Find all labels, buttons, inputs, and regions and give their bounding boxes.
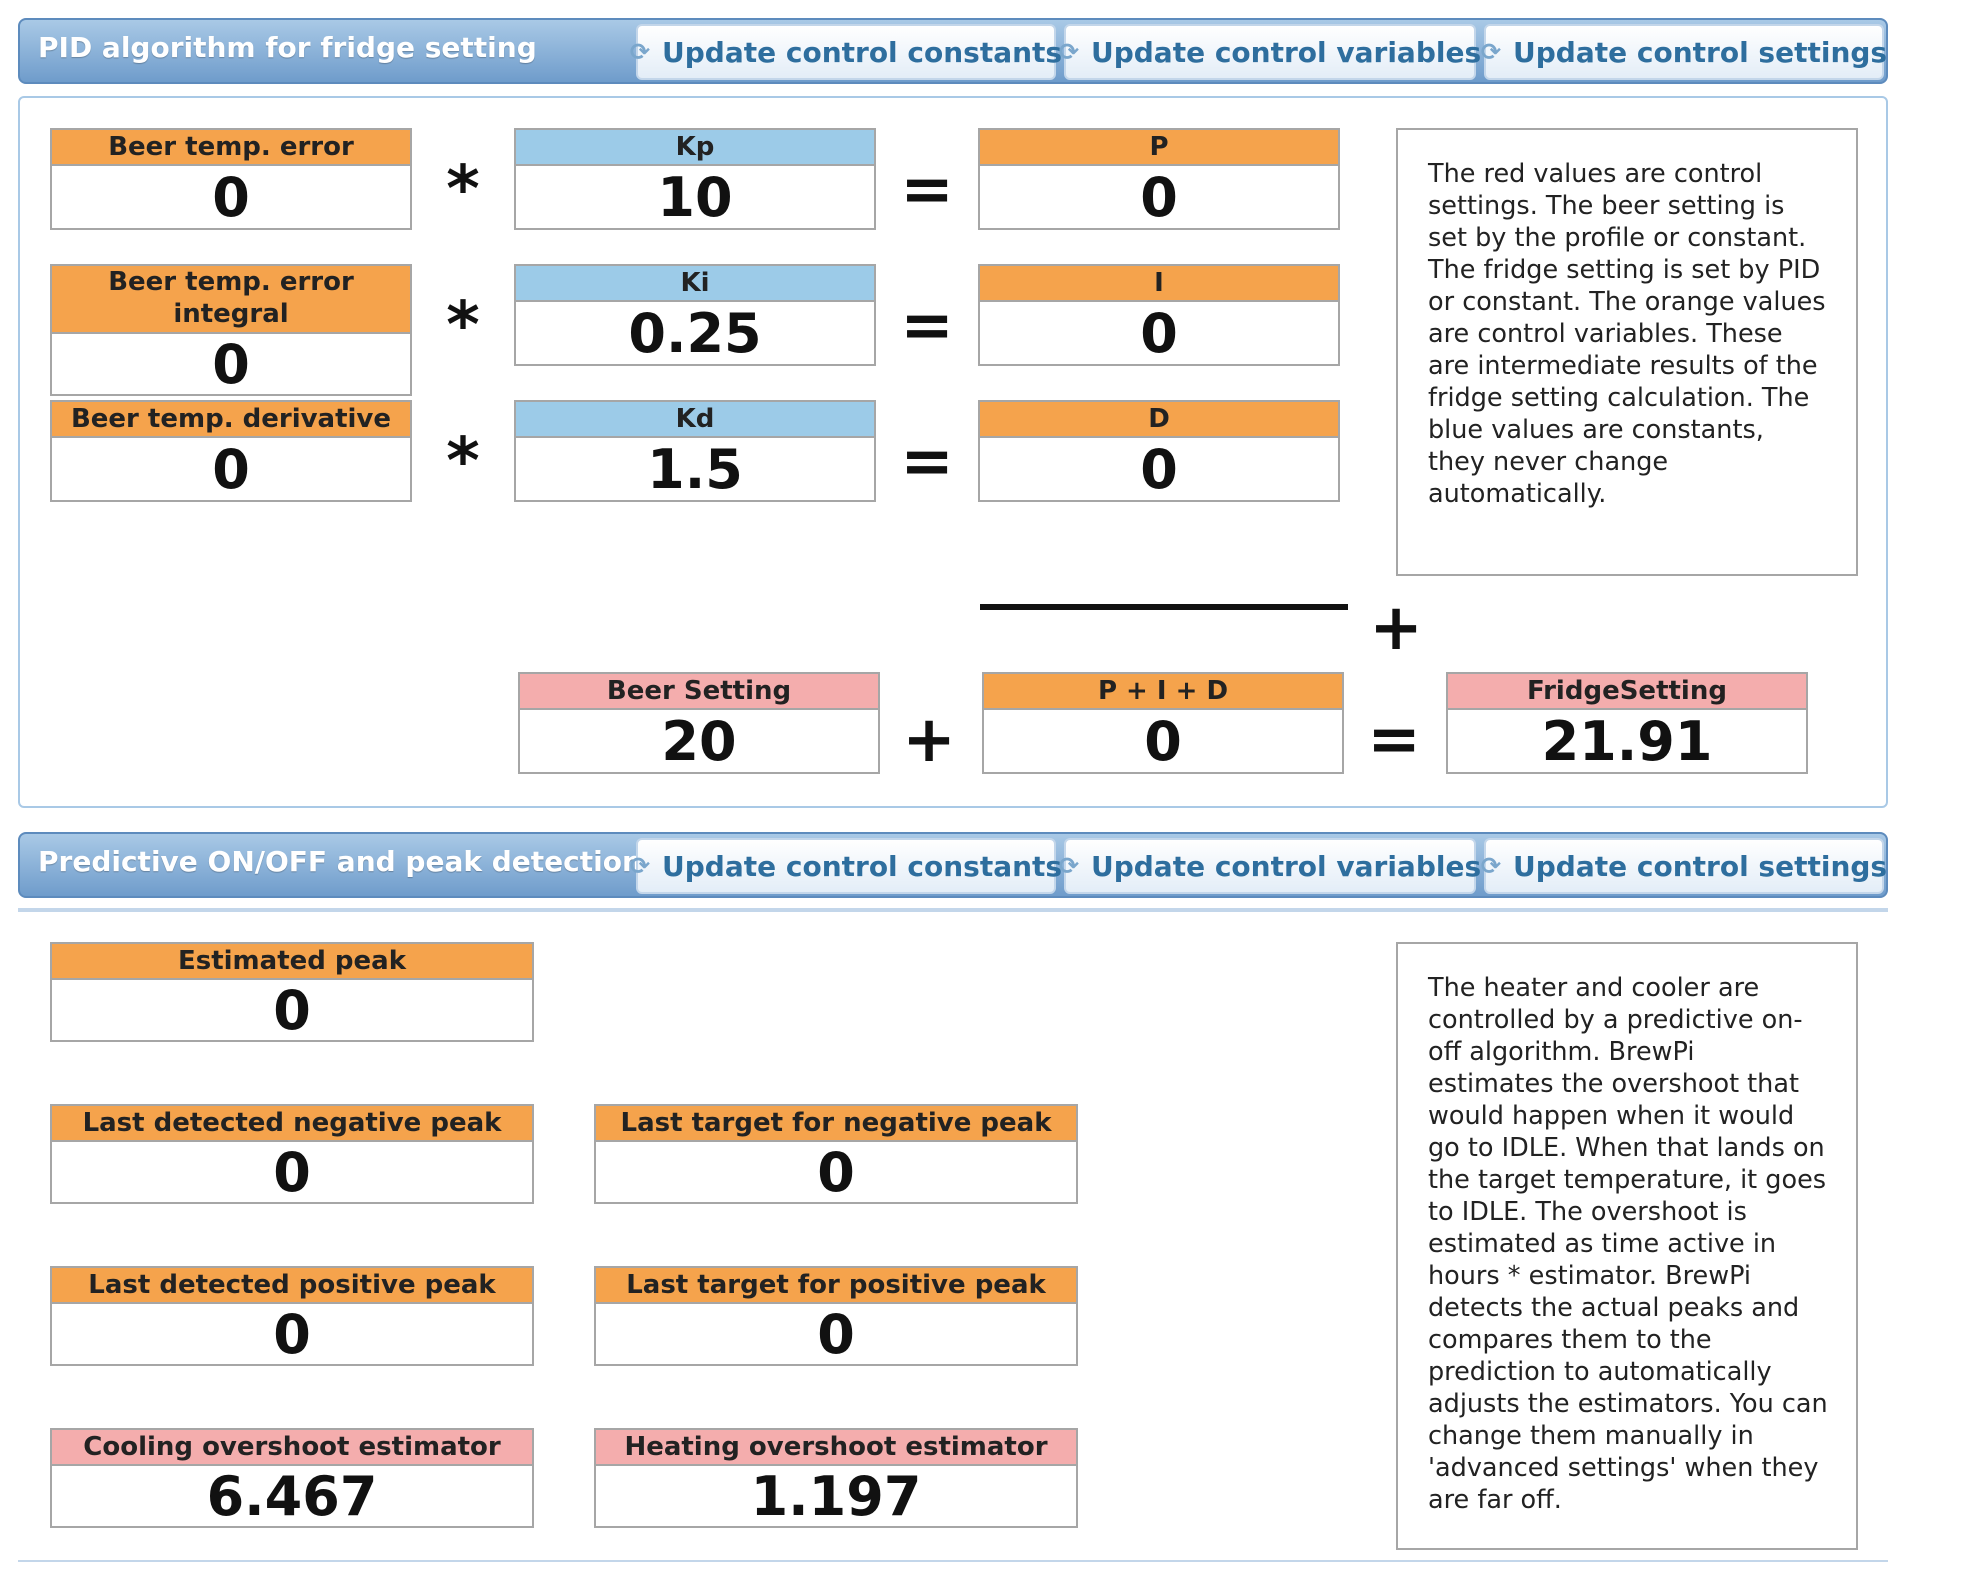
kp-box: Kp 10 bbox=[514, 128, 876, 230]
d-value: 0 bbox=[1140, 438, 1178, 501]
plus-operator: + bbox=[902, 703, 956, 777]
last-detected-negative-peak-label: Last detected negative peak bbox=[52, 1106, 532, 1142]
refresh-icon: ⟳ bbox=[629, 38, 651, 66]
last-target-positive-peak-value: 0 bbox=[817, 1303, 855, 1366]
update-control-variables-label: Update control variables bbox=[1090, 35, 1482, 69]
refresh-icon: ⟳ bbox=[1480, 852, 1502, 880]
kd-label: Kd bbox=[516, 402, 874, 438]
fridge-setting-label: FridgeSetting bbox=[1448, 674, 1806, 710]
last-detected-positive-peak-box: Last detected positive peak 0 bbox=[50, 1266, 534, 1366]
page-bottom-border bbox=[18, 1560, 1888, 1562]
last-detected-positive-peak-label: Last detected positive peak bbox=[52, 1268, 532, 1304]
beer-setting-box: Beer Setting 20 bbox=[518, 672, 880, 774]
last-target-negative-peak-value: 0 bbox=[817, 1141, 855, 1204]
fridge-setting-box: FridgeSetting 21.91 bbox=[1446, 672, 1808, 774]
estimated-peak-box: Estimated peak 0 bbox=[50, 942, 534, 1042]
update-control-settings-label: Update control settings bbox=[1513, 35, 1888, 69]
update-control-settings-button[interactable]: ⟳ Update control settings bbox=[1480, 838, 1888, 894]
peak-info-box: The heater and cooler are controlled by … bbox=[1396, 942, 1858, 1550]
p-value: 0 bbox=[1140, 166, 1178, 229]
heating-overshoot-estimator-value: 1.197 bbox=[750, 1465, 922, 1528]
multiply-operator: * bbox=[446, 153, 480, 227]
last-target-negative-peak-box: Last target for negative peak 0 bbox=[594, 1104, 1078, 1204]
update-control-variables-button[interactable]: ⟳ Update control variables bbox=[1059, 838, 1481, 894]
equals-operator: = bbox=[900, 153, 954, 227]
ki-box: Ki 0.25 bbox=[514, 264, 876, 366]
refresh-icon: ⟳ bbox=[1058, 38, 1079, 66]
beer-setting-label: Beer Setting bbox=[520, 674, 878, 710]
last-target-positive-peak-box: Last target for positive peak 0 bbox=[594, 1266, 1078, 1366]
last-detected-negative-peak-box: Last detected negative peak 0 bbox=[50, 1104, 534, 1204]
update-control-constants-button[interactable]: ⟳ Update control constants bbox=[630, 838, 1062, 894]
pid-sum-label: P + I + D bbox=[984, 674, 1342, 710]
i-value: 0 bbox=[1140, 302, 1178, 365]
beer-temp-error-integral-label: Beer temp. error integral bbox=[52, 266, 410, 334]
equals-operator: = bbox=[1367, 703, 1421, 777]
peak-divider bbox=[18, 908, 1888, 912]
update-control-constants-button[interactable]: ⟳ Update control constants bbox=[630, 24, 1062, 80]
beer-temp-derivative-label: Beer temp. derivative bbox=[52, 402, 410, 438]
i-box: I 0 bbox=[978, 264, 1340, 366]
kp-value: 10 bbox=[657, 166, 733, 229]
peak-section-header: Predictive ON/OFF and peak detection ⟳ U… bbox=[18, 832, 1888, 898]
d-box: D 0 bbox=[978, 400, 1340, 502]
beer-temp-derivative-value: 0 bbox=[212, 438, 250, 501]
refresh-icon: ⟳ bbox=[1058, 852, 1079, 880]
last-detected-positive-peak-value: 0 bbox=[273, 1303, 311, 1366]
i-label: I bbox=[980, 266, 1338, 302]
pid-section-header: PID algorithm for fridge setting ⟳ Updat… bbox=[18, 18, 1888, 84]
kd-box: Kd 1.5 bbox=[514, 400, 876, 502]
multiply-operator: * bbox=[446, 425, 480, 499]
sum-rule bbox=[980, 604, 1348, 610]
ki-label: Ki bbox=[516, 266, 874, 302]
last-target-negative-peak-label: Last target for negative peak bbox=[596, 1106, 1076, 1142]
beer-temp-error-integral-box: Beer temp. error integral 0 bbox=[50, 264, 412, 396]
beer-temp-derivative-box: Beer temp. derivative 0 bbox=[50, 400, 412, 502]
pid-sum-value: 0 bbox=[1144, 710, 1182, 773]
heating-overshoot-estimator-label: Heating overshoot estimator bbox=[596, 1430, 1076, 1466]
update-control-constants-label: Update control constants bbox=[662, 35, 1063, 69]
update-control-settings-button[interactable]: ⟳ Update control settings bbox=[1480, 24, 1888, 80]
plus-operator: + bbox=[1369, 591, 1423, 665]
estimated-peak-value: 0 bbox=[273, 979, 311, 1042]
fridge-setting-value: 21.91 bbox=[1541, 710, 1713, 773]
update-control-constants-label: Update control constants bbox=[662, 849, 1063, 883]
d-label: D bbox=[980, 402, 1338, 438]
kd-value: 1.5 bbox=[647, 438, 743, 501]
beer-temp-error-value: 0 bbox=[212, 166, 250, 229]
multiply-operator: * bbox=[446, 289, 480, 363]
pid-section-title: PID algorithm for fridge setting bbox=[38, 31, 537, 64]
update-control-variables-button[interactable]: ⟳ Update control variables bbox=[1059, 24, 1481, 80]
refresh-icon: ⟳ bbox=[1480, 38, 1502, 66]
update-control-settings-label: Update control settings bbox=[1513, 849, 1888, 883]
ki-value: 0.25 bbox=[628, 302, 762, 365]
heating-overshoot-estimator-box: Heating overshoot estimator 1.197 bbox=[594, 1428, 1078, 1528]
cooling-overshoot-estimator-value: 6.467 bbox=[206, 1465, 378, 1528]
p-label: P bbox=[980, 130, 1338, 166]
beer-temp-error-integral-value: 0 bbox=[212, 333, 250, 396]
kp-label: Kp bbox=[516, 130, 874, 166]
pid-info-box: The red values are control settings. The… bbox=[1396, 128, 1858, 576]
cooling-overshoot-estimator-label: Cooling overshoot estimator bbox=[52, 1430, 532, 1466]
beer-setting-value: 20 bbox=[661, 710, 737, 773]
pid-sum-box: P + I + D 0 bbox=[982, 672, 1344, 774]
peak-section-title: Predictive ON/OFF and peak detection bbox=[38, 845, 642, 878]
update-control-variables-label: Update control variables bbox=[1090, 849, 1482, 883]
beer-temp-error-label: Beer temp. error bbox=[52, 130, 410, 166]
equals-operator: = bbox=[900, 289, 954, 363]
beer-temp-error-box: Beer temp. error 0 bbox=[50, 128, 412, 230]
estimated-peak-label: Estimated peak bbox=[52, 944, 532, 980]
last-detected-negative-peak-value: 0 bbox=[273, 1141, 311, 1204]
last-target-positive-peak-label: Last target for positive peak bbox=[596, 1268, 1076, 1304]
cooling-overshoot-estimator-box: Cooling overshoot estimator 6.467 bbox=[50, 1428, 534, 1528]
refresh-icon: ⟳ bbox=[629, 852, 651, 880]
p-box: P 0 bbox=[978, 128, 1340, 230]
equals-operator: = bbox=[900, 425, 954, 499]
